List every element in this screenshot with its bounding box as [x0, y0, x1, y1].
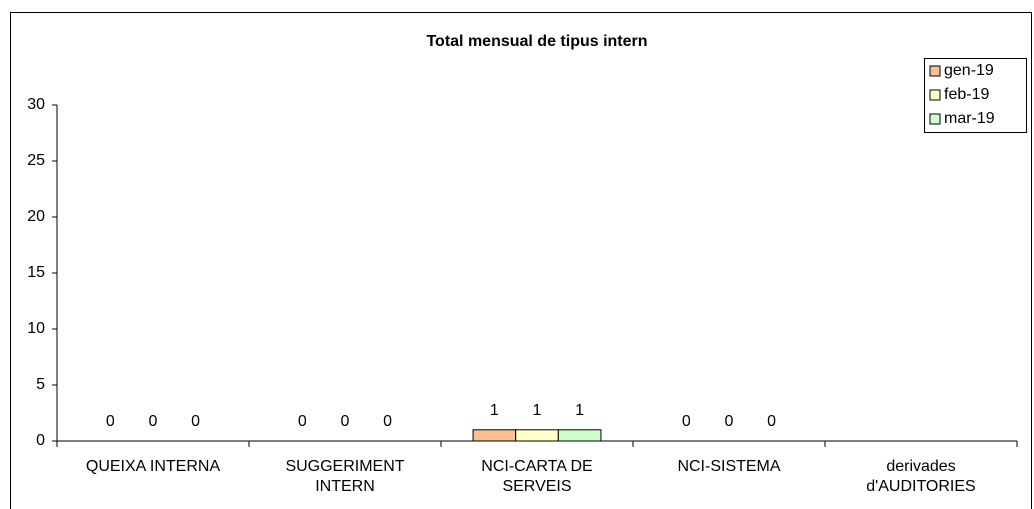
data-label: 0: [767, 413, 776, 430]
data-label: 0: [191, 413, 200, 430]
x-tick-label-box: QUEIXA INTERNA: [85, 458, 221, 475]
data-label: 0: [149, 413, 158, 430]
data-label: 0: [682, 413, 691, 430]
bar: [557, 429, 602, 442]
bar: [515, 429, 559, 442]
x-tick-label: NCI-CARTA DE SERVEIS: [481, 458, 593, 495]
legend-label: gen-19: [944, 62, 994, 79]
x-tick-label-box: NCI-CARTA DE SERVEIS: [481, 458, 593, 495]
legend-label: feb-19: [944, 86, 989, 103]
bar: [472, 429, 517, 442]
y-tick-label: 15: [27, 264, 45, 281]
legend-swatch: [929, 89, 941, 101]
data-label: 0: [106, 413, 115, 430]
y-tick-label: 10: [27, 320, 45, 337]
y-tick-label: 20: [27, 208, 45, 225]
legend-swatch: [929, 113, 941, 125]
y-tick-label: 0: [36, 432, 45, 449]
legend-box: [924, 58, 1027, 133]
data-label: 1: [575, 402, 584, 419]
x-tick-label: NCI-SISTEMA: [677, 458, 781, 475]
data-label: 1: [533, 402, 542, 419]
x-tick-label-box: NCI-SISTEMA: [677, 458, 781, 475]
data-label: 0: [298, 413, 307, 430]
data-label: 0: [341, 413, 350, 430]
x-tick-label-box: derivades d'AUDITORIES: [866, 458, 976, 495]
x-tick-label: derivades d'AUDITORIES: [866, 458, 976, 495]
data-label: 0: [725, 413, 734, 430]
legend-label: mar-19: [944, 110, 995, 127]
y-tick-label: 30: [27, 96, 45, 113]
y-tick-label: 25: [27, 152, 45, 169]
x-tick-label: SUGGERIMENT INTERN: [285, 458, 405, 495]
x-tick-label-box: SUGGERIMENT INTERN: [285, 458, 405, 495]
y-tick-label: 5: [36, 376, 45, 393]
legend-swatch: [929, 65, 941, 77]
x-tick-label: QUEIXA INTERNA: [85, 458, 221, 475]
chart-frame: [10, 12, 1032, 509]
data-label: 0: [383, 413, 392, 430]
chart-title: Total mensual de tipus intern: [426, 33, 647, 50]
data-label: 1: [490, 402, 499, 419]
